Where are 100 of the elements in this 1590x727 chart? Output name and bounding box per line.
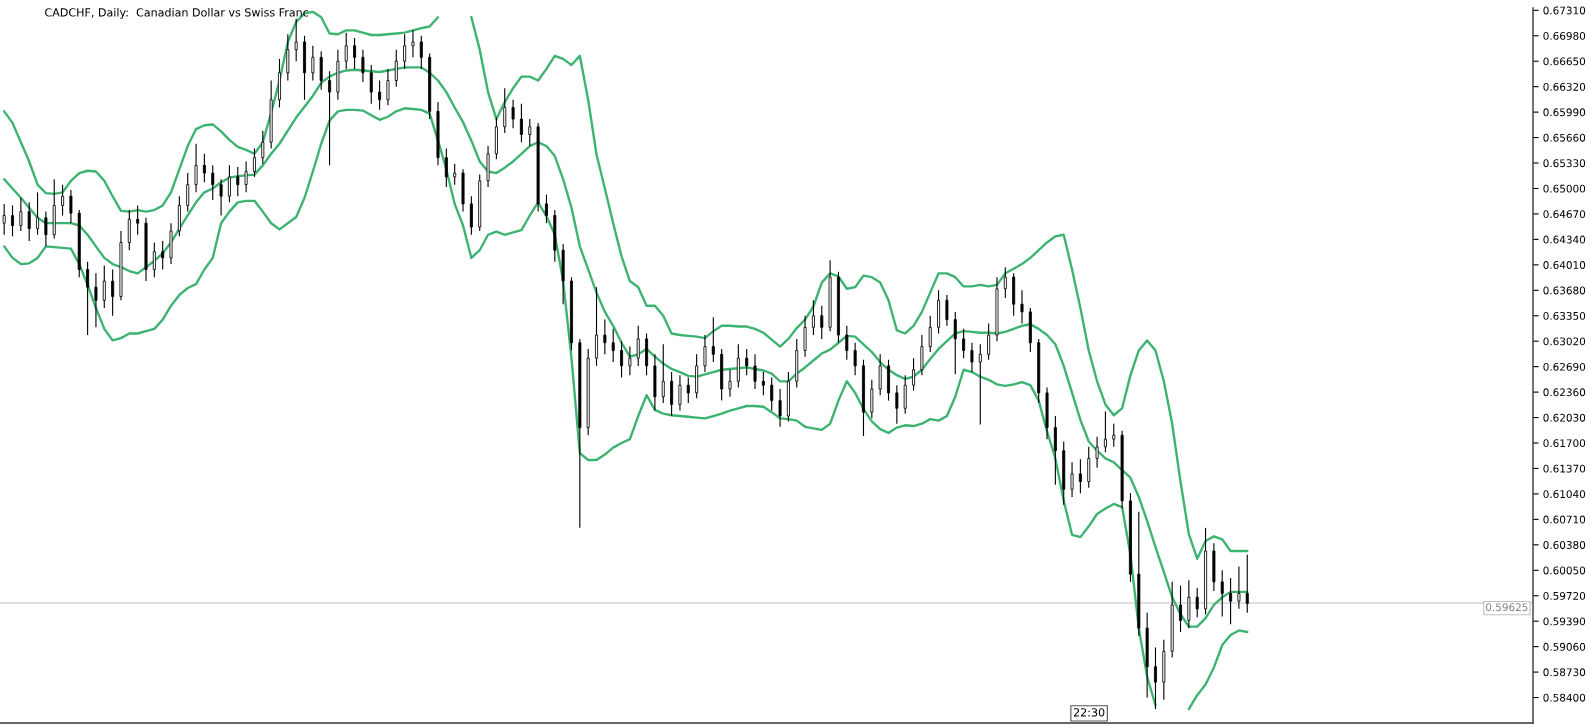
candlestick <box>987 322 991 361</box>
y-tick-label: 0.62690 <box>1543 362 1586 371</box>
candlestick <box>928 315 932 353</box>
candlestick <box>1237 565 1241 610</box>
candlestick <box>1179 585 1183 633</box>
candlestick <box>127 209 131 251</box>
candlestick <box>386 68 390 106</box>
candlestick <box>236 166 240 197</box>
y-tick-label: 0.61040 <box>1543 490 1586 499</box>
candlestick <box>194 143 198 193</box>
candlestick <box>444 147 448 188</box>
candlestick <box>411 29 415 58</box>
candlestick <box>845 325 849 361</box>
candlestick <box>853 342 857 376</box>
candlestick <box>778 388 782 428</box>
y-tick-label: 0.65660 <box>1543 133 1586 142</box>
candlestick <box>1053 415 1057 486</box>
candlestick <box>511 99 515 129</box>
candlestick <box>611 328 615 363</box>
candlestick <box>1078 458 1082 494</box>
candlestick <box>69 189 73 224</box>
candlestick <box>211 164 215 201</box>
candlestick <box>1245 554 1249 614</box>
candlestick <box>86 261 90 336</box>
candlestick <box>895 384 899 425</box>
candlestick <box>219 178 223 217</box>
candlestick <box>361 49 365 83</box>
y-tick-label: 0.63680 <box>1543 286 1586 295</box>
candlestick <box>745 348 749 376</box>
y-tick-label: 0.65990 <box>1543 108 1586 117</box>
candlestick <box>94 272 98 328</box>
candlestick <box>469 195 473 236</box>
candlestick <box>1112 423 1116 448</box>
candlestick <box>261 130 265 165</box>
y-tick-label: 0.67310 <box>1543 6 1586 15</box>
y-tick-label: 0.66320 <box>1543 82 1586 91</box>
candlestick <box>636 325 640 367</box>
candlestick <box>294 18 298 62</box>
y-tick-label: 0.65000 <box>1543 184 1586 193</box>
candlestick <box>227 164 231 203</box>
chart-title: CADCHF, Daily: Canadian Dollar vs Swiss Franc <box>45 8 309 19</box>
y-tick-label: 0.66650 <box>1543 57 1586 66</box>
candlestick <box>519 103 523 143</box>
candlestick <box>111 268 115 317</box>
candlestick <box>186 172 190 213</box>
y-tick-label: 0.65330 <box>1543 159 1586 168</box>
candlestick <box>319 50 323 91</box>
candlestick <box>803 315 807 358</box>
y-tick-label: 0.61370 <box>1543 464 1586 473</box>
candlestick <box>1153 646 1157 710</box>
candlestick <box>736 343 740 389</box>
y-tick-label: 0.60050 <box>1543 566 1586 575</box>
candlestick <box>970 342 974 373</box>
candlestick <box>136 204 140 236</box>
y-tick-label: 0.66980 <box>1543 31 1586 40</box>
candlestick <box>453 163 457 186</box>
candlestick <box>620 340 624 379</box>
candlestick <box>1220 569 1224 618</box>
candlestick <box>311 45 315 82</box>
candlestick <box>728 369 732 398</box>
candlestick <box>353 37 357 70</box>
candlestick <box>19 197 23 232</box>
y-tick-label: 0.59060 <box>1543 642 1586 651</box>
candlestick <box>11 204 15 237</box>
candlestick <box>920 334 924 376</box>
candlestick <box>820 305 824 340</box>
candlestick <box>27 201 31 242</box>
candlestick <box>603 319 607 355</box>
y-tick-label: 0.60380 <box>1543 541 1586 549</box>
candlestick <box>419 35 423 70</box>
annotation: 22:30 <box>1073 708 1105 717</box>
y-tick-label: 0.60710 <box>1543 515 1586 524</box>
candlestick <box>686 376 690 404</box>
candlestick <box>878 353 882 396</box>
y-tick-label: 0.58730 <box>1543 668 1586 677</box>
y-tick-label: 0.58400 <box>1543 693 1586 702</box>
candlestick <box>678 374 682 412</box>
candlestick <box>703 334 707 373</box>
y-tick-label: 0.62030 <box>1543 413 1586 422</box>
candlestick <box>711 316 715 363</box>
candlestick <box>369 64 373 105</box>
candlestick <box>978 343 982 426</box>
y-tick-label: 0.64010 <box>1543 261 1586 269</box>
ref-line-label: 0.59625 <box>1486 603 1528 612</box>
candlestick <box>2 203 6 236</box>
candlestick <box>953 311 957 375</box>
y-tick-label: 0.64670 <box>1543 210 1586 219</box>
candlestick <box>887 359 891 402</box>
candlestick <box>569 276 573 352</box>
candlestick <box>503 87 507 134</box>
candlestick <box>670 371 674 417</box>
candlestick <box>595 286 599 367</box>
candlestick <box>628 346 632 376</box>
y-tick-label: 0.61700 <box>1543 439 1586 448</box>
candlestick <box>152 241 156 278</box>
candlestick <box>544 194 548 224</box>
candlestick <box>903 374 907 415</box>
candlestick <box>1095 436 1099 469</box>
candlestick <box>378 79 382 111</box>
candlestick <box>403 33 407 70</box>
